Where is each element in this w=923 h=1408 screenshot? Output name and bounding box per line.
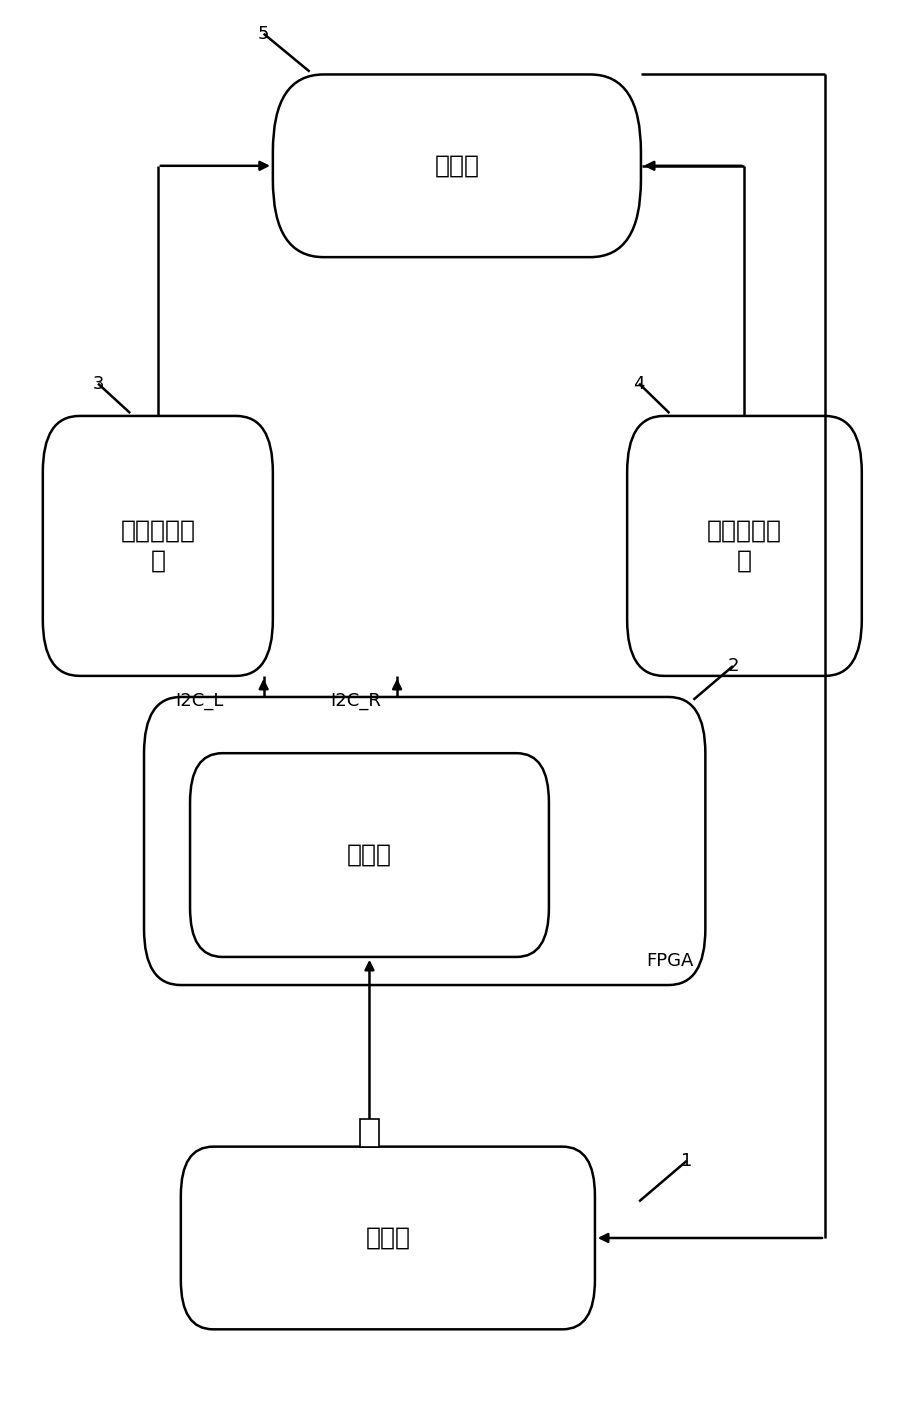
FancyBboxPatch shape xyxy=(627,415,862,676)
Text: 处理器: 处理器 xyxy=(366,1226,411,1250)
FancyBboxPatch shape xyxy=(181,1146,595,1329)
Bar xyxy=(360,1118,378,1146)
Text: 1: 1 xyxy=(681,1152,692,1170)
FancyBboxPatch shape xyxy=(144,697,705,986)
Text: FPGA: FPGA xyxy=(646,952,693,970)
Text: 右摄像机模
组: 右摄像机模 组 xyxy=(707,520,782,573)
Text: 4: 4 xyxy=(633,375,645,393)
Text: 左摄像机模
组: 左摄像机模 组 xyxy=(120,520,196,573)
Text: 2: 2 xyxy=(727,658,738,674)
Text: 代理器: 代理器 xyxy=(347,843,392,867)
FancyBboxPatch shape xyxy=(190,753,549,957)
Text: I2C_R: I2C_R xyxy=(330,693,381,710)
Text: I2C_L: I2C_L xyxy=(175,693,223,710)
FancyBboxPatch shape xyxy=(273,75,641,258)
FancyBboxPatch shape xyxy=(42,415,273,676)
Text: 合成器: 合成器 xyxy=(435,153,479,177)
Text: 5: 5 xyxy=(258,25,270,42)
Text: 3: 3 xyxy=(92,375,103,393)
